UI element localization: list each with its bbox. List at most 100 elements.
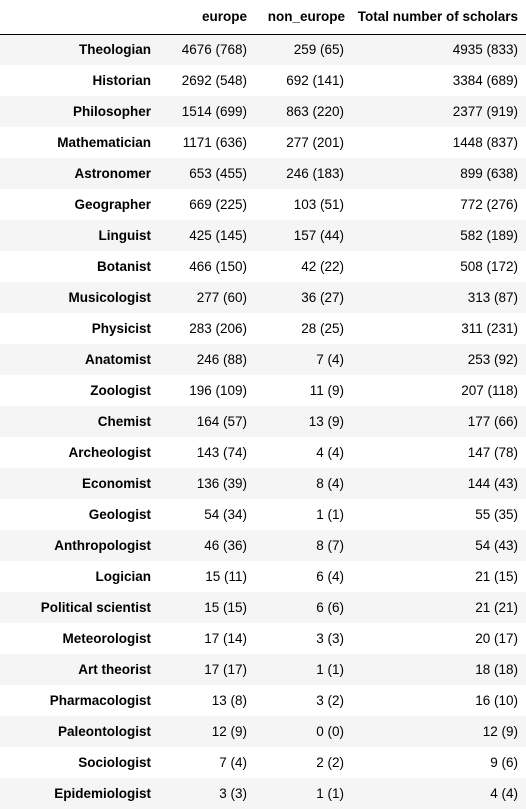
table-row: Chemist 164 (57) 13 (9) 177 (66) [0,406,526,437]
table-row: Zoologist 196 (109) 11 (9) 207 (118) [0,375,526,406]
cell-non-europe: 259 (65) [293,42,344,58]
cell-total: 3384 (689) [452,73,518,88]
table-row: Philosopher 1514 (699) 863 (220) 2377 (919) [0,96,526,127]
cell-non-europe: 0 (0) [316,724,344,739]
row-label: Theologian [79,42,151,58]
cell-total: 177 (66) [467,414,518,429]
row-label: Paleontologist [57,724,151,739]
cell-non-europe: 246 (183) [286,166,344,181]
cell-non-europe: 1 (1) [316,786,344,801]
cell-non-europe: 157 (44) [293,228,344,243]
cell-europe: 12 (9) [211,724,247,739]
cell-non-europe: 13 (9) [308,414,344,429]
cell-non-europe: 6 (6) [316,600,344,615]
cell-europe: 425 (145) [189,228,247,243]
cell-total: 21 (15) [475,569,518,584]
cell-total: 147 (78) [467,445,518,460]
cell-non-europe: 1 (1) [316,662,344,677]
cell-non-europe: 36 (27) [301,290,344,305]
row-label: Mathematician [57,135,151,150]
cell-europe: 15 (15) [204,600,247,615]
cell-non-europe: 1 (1) [316,507,344,522]
cell-total: 207 (118) [461,383,518,398]
cell-total: 55 (35) [475,507,518,522]
cell-total: 9 (6) [490,755,518,770]
cell-non-europe: 42 (22) [301,259,344,274]
row-label: Political scientist [40,600,151,615]
cell-europe: 15 (11) [205,569,247,584]
row-label: Linguist [98,228,152,243]
row-label: Historian [92,73,151,88]
cell-europe: 277 (60) [196,290,247,305]
cell-europe: 17 (14) [204,631,247,646]
cell-non-europe: 3 (3) [316,631,344,646]
cell-europe: 653 (455) [189,166,247,181]
row-label: Epidemiologist [54,786,151,801]
cell-europe: 143 (74) [196,445,247,460]
row-label: Geographer [74,197,151,212]
cell-europe: 17 (17) [204,662,247,677]
cell-total: 20 (17) [475,631,518,646]
column-header-non-europe: non_europe [250,0,348,35]
cell-non-europe: 8 (7) [316,538,344,553]
cell-total: 311 (231) [461,321,518,336]
header-row: europe non_europe Total number of schola… [0,0,526,35]
table-row: Meteorologist 17 (14) 3 (3) 20 (17) [0,623,526,654]
table-row: Mathematician 1171 (636) 277 (201) 1448 (83… [0,127,526,158]
cell-europe: 46 (36) [204,538,247,553]
table-row: Logician 15 (11) 6 (4) 21 (15) [0,561,526,592]
column-header-europe: europe [156,0,250,35]
table-row: Economist 136 (39) 8 (4) 144 (43) [0,468,526,499]
cell-europe: 2692 (548) [181,73,247,88]
table-row: Historian 2692 (548) 692 (141) 3384 (689) [0,65,526,96]
cell-non-europe: 2 (2) [316,755,344,770]
row-label: Logician [95,569,151,584]
column-header-total: Total number of scholars [348,0,526,35]
cell-europe: 1171 (636) [182,135,247,150]
cell-total: 54 (43) [475,538,518,553]
table-row: Theologian 4676 (768) 259 (65) 4935 (833) [0,34,526,65]
cell-total: 508 (172) [460,259,518,274]
table-row: Epidemiologist 3 (3) 1 (1) 4 (4) [0,778,526,809]
header-index-cell [0,0,156,35]
cell-total: 899 (638) [460,166,518,181]
table-row: Geographer 669 (225) 103 (51) 772 (276) [0,189,526,220]
cell-europe: 196 (109) [189,383,247,398]
cell-non-europe: 28 (25) [301,321,344,336]
table-row: Linguist 425 (145) 157 (44) 582 (189) [0,220,526,251]
row-label: Geologist [88,507,151,522]
table-row: Political scientist 15 (15) 6 (6) 21 (21) [0,592,526,623]
table-row: Botanist 466 (150) 42 (22) 508 (172) [0,251,526,282]
table-row: Astronomer 653 (455) 246 (183) 899 (638) [0,158,526,189]
cell-total: 12 (9) [482,724,518,739]
cell-total: 1448 (837) [452,135,518,150]
cell-total: 4 (4) [490,786,518,801]
row-label: Chemist [97,414,151,429]
cell-europe: 1514 (699) [181,104,247,119]
row-label: Botanist [97,259,151,274]
table-row: Pharmacologist 13 (8) 3 (2) 16 (10) [0,685,526,716]
table-row: Physicist 283 (206) 28 (25) 311 (231) [0,313,526,344]
cell-total: 253 (92) [467,352,518,367]
table-row: Sociologist 7 (4) 2 (2) 9 (6) [0,747,526,778]
cell-non-europe: 277 (201) [286,135,344,150]
cell-non-europe: 11 (9) [309,383,344,398]
cell-europe: 246 (88) [196,352,247,367]
cell-total: 16 (10) [475,693,518,708]
cell-europe: 13 (8) [211,693,247,708]
cell-total: 2377 (919) [452,104,518,119]
cell-non-europe: 863 (220) [286,104,344,119]
cell-total: 582 (189) [460,228,518,243]
row-label: Physicist [91,321,151,336]
table-row: Paleontologist 12 (9) 0 (0) 12 (9) [0,716,526,747]
row-label: Astronomer [74,166,151,181]
row-label: Sociologist [78,755,151,770]
row-label: Economist [81,476,151,491]
cell-europe: 4676 (768) [181,42,247,58]
table-row: Musicologist 277 (60) 36 (27) 313 (87) [0,282,526,313]
table-row: Anthropologist 46 (36) 8 (7) 54 (43) [0,530,526,561]
table-header: europe non_europe Total number of schola… [0,0,526,35]
row-label: Meteorologist [62,631,151,646]
row-label: Zoologist [90,383,151,398]
